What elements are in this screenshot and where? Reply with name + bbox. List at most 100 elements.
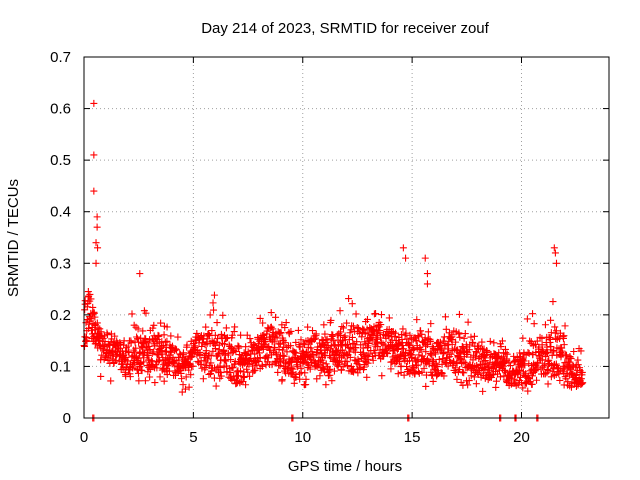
data-point [538, 356, 546, 364]
data-point [338, 323, 346, 331]
data-point [287, 342, 295, 350]
data-point [364, 355, 372, 363]
data-point [390, 346, 398, 354]
data-point [282, 319, 290, 327]
data-point [452, 338, 460, 346]
data-point [141, 377, 149, 385]
data-point [264, 354, 272, 362]
data-point [352, 344, 360, 352]
data-point [422, 382, 430, 390]
data-point [406, 331, 414, 339]
data-point [323, 338, 331, 346]
data-point [519, 355, 527, 363]
data-point [268, 361, 276, 369]
data-point [440, 372, 448, 380]
data-point [97, 328, 105, 336]
data-point [517, 373, 525, 381]
data-point [348, 333, 356, 341]
data-point [570, 347, 578, 355]
data-point [163, 337, 171, 345]
data-point [324, 341, 332, 349]
data-point [400, 371, 408, 379]
data-point [243, 365, 251, 373]
data-point [377, 321, 385, 329]
data-point [132, 344, 140, 352]
data-point [456, 333, 464, 341]
data-point [87, 295, 95, 303]
data-point [470, 332, 478, 340]
data-point [174, 333, 182, 341]
data-point [547, 373, 555, 381]
data-point [520, 357, 528, 365]
data-point [97, 372, 105, 380]
data-point [246, 372, 254, 380]
data-point [405, 338, 413, 346]
data-point [360, 326, 368, 334]
data-point-spike [402, 254, 410, 262]
data-point [564, 378, 572, 386]
data-point [538, 346, 546, 354]
data-point [533, 376, 541, 384]
data-point [220, 340, 228, 348]
data-point [271, 344, 279, 352]
data-point-spike [421, 254, 429, 262]
data-point [134, 325, 142, 333]
data-point [335, 330, 343, 338]
data-point-spike [92, 259, 100, 267]
data-point [182, 373, 190, 381]
data-point [503, 350, 511, 358]
data-point [129, 360, 137, 368]
data-point [409, 362, 417, 370]
data-point [81, 343, 89, 351]
data-point [506, 362, 514, 370]
data-point [234, 372, 242, 380]
data-point [498, 337, 506, 345]
data-point [470, 373, 478, 381]
data-point [490, 339, 498, 347]
data-point [459, 368, 467, 376]
data-point [422, 348, 430, 356]
data-point [222, 334, 230, 342]
data-point [133, 333, 141, 341]
data-point [211, 345, 219, 353]
data-point [265, 343, 273, 351]
data-point [217, 372, 225, 380]
data-point-spike [553, 259, 560, 267]
data-point [483, 347, 491, 355]
data-point [547, 343, 555, 351]
data-point [552, 327, 560, 335]
data-point [138, 367, 146, 375]
data-point [278, 377, 286, 385]
data-point [433, 363, 441, 371]
data-point [365, 350, 373, 358]
data-point [464, 381, 472, 389]
data-point [360, 352, 368, 360]
data-point [347, 326, 355, 334]
data-point [431, 350, 439, 358]
data-point [158, 347, 166, 355]
data-point [497, 343, 505, 351]
data-point [117, 340, 125, 348]
data-point [273, 350, 281, 358]
data-point [343, 319, 351, 327]
data-point [378, 372, 386, 380]
data-point [571, 374, 579, 382]
data-point [251, 350, 259, 358]
data-point [465, 377, 473, 385]
data-point [412, 337, 420, 345]
data-point [199, 375, 207, 383]
data-point [402, 329, 410, 337]
data-point [559, 349, 567, 357]
data-point [272, 313, 280, 321]
data-point [267, 309, 275, 317]
data-point [307, 344, 315, 352]
data-point [301, 369, 309, 377]
data-point [328, 377, 336, 385]
data-point [549, 298, 557, 306]
data-point [346, 353, 354, 361]
data-point [227, 356, 235, 364]
data-point-spike [93, 223, 101, 231]
data-point [477, 364, 485, 372]
data-point [442, 325, 450, 333]
data-point [486, 337, 494, 345]
